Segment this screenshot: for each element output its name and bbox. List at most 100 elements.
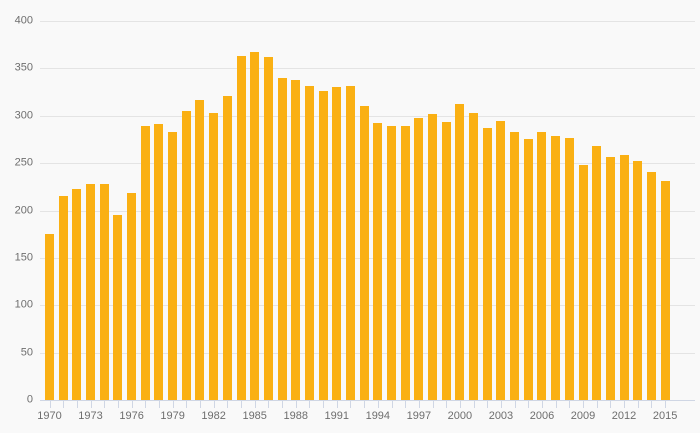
x-tick-2002 xyxy=(487,401,488,408)
y-tick-label-50: 50 xyxy=(20,346,33,359)
bar-1986[interactable] xyxy=(263,57,273,400)
x-tick-label-2012: 2012 xyxy=(611,410,637,422)
bar-1992[interactable] xyxy=(345,86,355,400)
x-tick-1972 xyxy=(77,401,78,408)
x-tick-1984 xyxy=(241,401,242,408)
bar-1994[interactable] xyxy=(373,123,383,400)
x-axis-line xyxy=(40,400,695,401)
x-tick-1997 xyxy=(419,401,420,408)
x-tick-2011 xyxy=(610,401,611,408)
x-tick-1980 xyxy=(186,401,187,408)
bar-1991[interactable] xyxy=(332,87,342,400)
bar-1999[interactable] xyxy=(441,122,451,400)
bar-1988[interactable] xyxy=(291,79,301,400)
bar-2013[interactable] xyxy=(633,161,643,400)
bar-2000[interactable] xyxy=(455,104,465,400)
bar-2009[interactable] xyxy=(578,165,588,400)
x-tick-1998 xyxy=(433,401,434,408)
bar-1979[interactable] xyxy=(168,131,178,400)
bar-1976[interactable] xyxy=(127,192,137,400)
bar-2001[interactable] xyxy=(469,112,479,400)
bar-1972[interactable] xyxy=(72,188,82,400)
x-tick-1996 xyxy=(405,401,406,408)
y-tick-label-250: 250 xyxy=(14,156,33,169)
x-tick-label-2000: 2000 xyxy=(447,410,473,422)
bar-2012[interactable] xyxy=(619,154,629,400)
x-tick-label-2006: 2006 xyxy=(529,410,555,422)
x-tick-label-1997: 1997 xyxy=(406,410,432,422)
bar-1984[interactable] xyxy=(236,56,246,400)
bar-2006[interactable] xyxy=(537,131,547,400)
bar-1974[interactable] xyxy=(99,183,109,400)
x-tick-label-1976: 1976 xyxy=(119,410,144,422)
x-tick-2014 xyxy=(651,401,652,408)
x-tick-1982 xyxy=(214,401,215,408)
bar-1993[interactable] xyxy=(359,106,369,400)
bar-1975[interactable] xyxy=(113,215,123,400)
x-tick-1999 xyxy=(446,401,447,408)
bar-1981[interactable] xyxy=(195,99,205,400)
x-tick-1971 xyxy=(63,401,64,408)
bar-1978[interactable] xyxy=(154,124,164,400)
bar-1973[interactable] xyxy=(86,183,96,400)
gridline-350 xyxy=(40,68,695,70)
x-tick-label-2009: 2009 xyxy=(570,410,596,422)
x-tick-label-1979: 1979 xyxy=(160,410,185,422)
plot-area xyxy=(40,21,695,401)
bar-1987[interactable] xyxy=(277,77,287,400)
x-tick-2004 xyxy=(515,401,516,408)
bar-1985[interactable] xyxy=(250,52,260,400)
x-tick-1990 xyxy=(323,401,324,408)
x-tick-1977 xyxy=(145,401,146,408)
bar-2010[interactable] xyxy=(592,146,602,400)
x-tick-2005 xyxy=(528,401,529,408)
x-tick-1993 xyxy=(364,401,365,408)
x-tick-label-1973: 1973 xyxy=(78,410,103,422)
bar-2004[interactable] xyxy=(510,131,520,400)
bar-2011[interactable] xyxy=(605,157,615,400)
bar-1983[interactable] xyxy=(222,95,232,400)
y-tick-label-200: 200 xyxy=(14,204,33,216)
bar-2007[interactable] xyxy=(551,135,561,400)
x-tick-label-1970: 1970 xyxy=(37,410,62,422)
bar-2014[interactable] xyxy=(646,171,656,400)
bar-2003[interactable] xyxy=(496,121,506,400)
x-tick-1995 xyxy=(392,401,393,408)
x-tick-1983 xyxy=(227,401,228,408)
bar-2008[interactable] xyxy=(564,137,574,400)
y-tick-label-0: 0 xyxy=(26,393,33,406)
x-tick-1974 xyxy=(104,401,105,408)
x-tick-1981 xyxy=(200,401,201,408)
y-tick-label-400: 400 xyxy=(14,14,33,27)
bar-2005[interactable] xyxy=(523,139,533,400)
x-tick-label-2003: 2003 xyxy=(488,410,514,422)
x-tick-2008 xyxy=(569,401,570,408)
x-tick-2006 xyxy=(542,401,543,408)
x-tick-2007 xyxy=(556,401,557,408)
bar-2015[interactable] xyxy=(660,181,670,400)
bar-1989[interactable] xyxy=(304,86,314,400)
x-tick-2009 xyxy=(583,401,584,408)
x-tick-1994 xyxy=(378,401,379,408)
bar-1997[interactable] xyxy=(414,117,424,400)
x-tick-1989 xyxy=(309,401,310,408)
x-tick-1992 xyxy=(350,401,351,408)
bar-1995[interactable] xyxy=(387,126,396,400)
bar-1990[interactable] xyxy=(318,91,328,400)
x-tick-1970 xyxy=(50,401,51,408)
bar-1998[interactable] xyxy=(428,113,438,400)
bar-1996[interactable] xyxy=(400,126,410,400)
x-tick-label-1991: 1991 xyxy=(324,410,350,422)
bar-2002[interactable] xyxy=(482,128,492,400)
x-tick-2010 xyxy=(597,401,598,408)
y-tick-label-300: 300 xyxy=(14,109,33,122)
bar-1977[interactable] xyxy=(140,126,150,400)
x-tick-1975 xyxy=(118,401,119,408)
bar-1970[interactable] xyxy=(45,234,54,400)
bar-1980[interactable] xyxy=(181,111,191,400)
bar-1982[interactable] xyxy=(209,112,219,400)
bar-1971[interactable] xyxy=(58,196,68,400)
x-tick-1976 xyxy=(132,401,133,408)
x-tick-label-1982: 1982 xyxy=(201,410,226,422)
